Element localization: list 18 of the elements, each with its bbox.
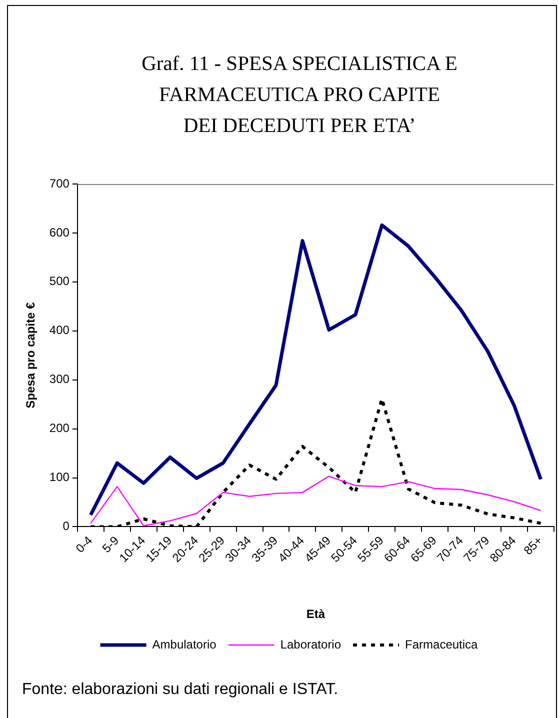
y-tick-label: 0 [62,519,70,534]
y-axis-title: Spesa pro capite € [24,302,38,408]
y-tick-label: 100 [49,470,70,484]
y-tick-label: 400 [49,323,70,338]
y-tick-label: 200 [49,421,70,436]
x-tick-label: 0-4 [72,533,96,556]
source-note: Fonte: elaborazioni su dati regionali e ISTAT. [22,681,338,699]
x-tick-label: 85+ [520,533,546,558]
legend-label: Ambulatorio [152,637,217,652]
x-tick-label: 5-9 [99,533,122,556]
x-axis-title: Età [306,607,326,622]
y-tick-label: 600 [49,225,70,240]
chart-title: Graf. 11 - SPESA SPECIALISTICA E FARMACEUTICA PRO CAPITE DEI DECEDUTI PER ETA’ [140,52,458,139]
legend-label: Farmaceutica [405,637,478,652]
y-tick-label: 700 [49,176,70,190]
y-tick-label: 300 [49,372,70,386]
y-tick-label: 500 [49,274,70,288]
legend-label: Laboratorio [280,637,342,652]
